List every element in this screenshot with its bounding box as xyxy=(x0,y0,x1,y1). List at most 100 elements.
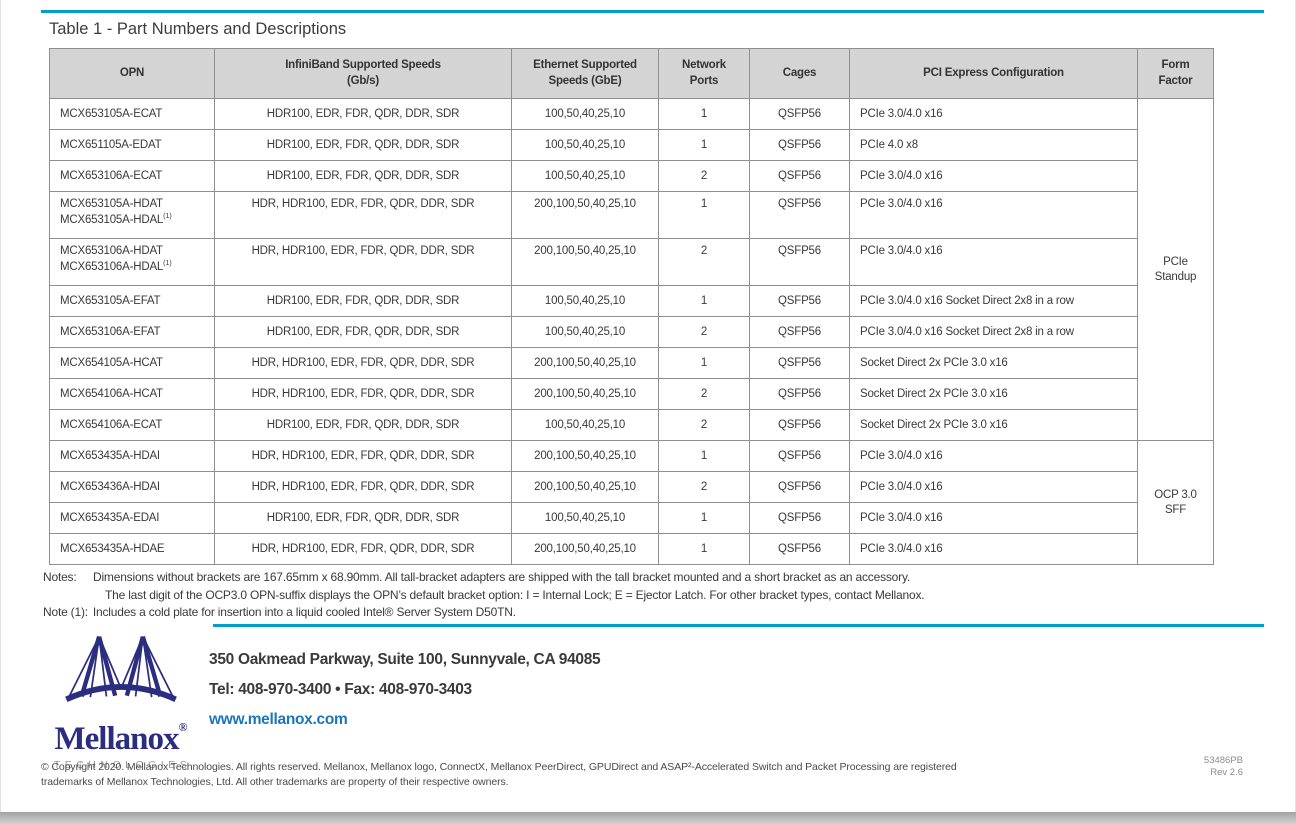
ib-speeds-cell: HDR, HDR100, EDR, FDR, QDR, DDR, SDR xyxy=(214,347,512,379)
ib-speeds-cell: HDR100, EDR, FDR, QDR, DDR, SDR xyxy=(214,129,512,161)
column-header-1: InfiniBand Supported Speeds (Gb/s) xyxy=(214,48,512,99)
part-numbers-table: OPN InfiniBand Supported Speeds (Gb/s) Eth… xyxy=(49,48,1214,565)
table-row: MCX653105A-HDAT MCX653105A-HDAL(1) HDR, HD… xyxy=(49,191,1214,239)
page-title: Table 1 - Part Numbers and Descriptions xyxy=(49,20,347,38)
eth-speeds-cell: 100,50,40,25,10 xyxy=(511,129,659,161)
pci-config-cell: PCIe 3.0/4.0 x16 xyxy=(849,191,1138,239)
form-factor-cell: PCIe Standup xyxy=(1137,98,1214,441)
mellanox-logo: Mellanox® TECHNOLOGIES xyxy=(45,633,197,771)
document-number-block: 53486PB Rev 2.6 xyxy=(1204,755,1243,779)
note-text-1: Dimensions without brackets are 167.65mm… xyxy=(93,570,910,584)
bottom-bar xyxy=(0,812,1296,824)
column-header-4: Cages xyxy=(749,48,850,99)
pci-config-cell: Socket Direct 2x PCIe 3.0 x16 xyxy=(849,378,1138,410)
cages-cell: QSFP56 xyxy=(749,347,850,379)
revision: Rev 2.6 xyxy=(1210,767,1243,778)
website-link[interactable]: www.mellanox.com xyxy=(209,711,348,728)
cages-cell: QSFP56 xyxy=(749,378,850,410)
network-ports-cell: 1 xyxy=(658,191,750,239)
table-header: OPN InfiniBand Supported Speeds (Gb/s) Eth… xyxy=(49,48,1214,99)
eth-speeds-cell: 200,100,50,40,25,10 xyxy=(511,191,659,239)
ib-speeds-cell: HDR, HDR100, EDR, FDR, QDR, DDR, SDR xyxy=(214,533,512,565)
network-ports-cell: 1 xyxy=(658,285,750,317)
table-row: MCX653106A-ECAT HDR100, EDR, FDR, QDR, DD… xyxy=(49,160,1214,192)
footer-accent-rule xyxy=(213,624,1264,627)
eth-speeds-cell: 100,50,40,25,10 xyxy=(511,285,659,317)
network-ports-cell: 1 xyxy=(658,440,750,472)
eth-speeds-cell: 200,100,50,40,25,10 xyxy=(511,238,659,286)
opn-cell: MCX653106A-EFAT xyxy=(49,316,215,348)
note-text-3: Includes a cold plate for insertion into… xyxy=(92,605,516,619)
network-ports-cell: 2 xyxy=(658,409,750,441)
tel-fax-line: Tel: 408-970-3400 • Fax: 408-970-3403 xyxy=(209,681,472,698)
eth-speeds-cell: 200,100,50,40,25,10 xyxy=(511,378,659,410)
note-line-2: The last digit of the OCP3.0 OPN-suffix … xyxy=(105,587,925,602)
footnote-ref: (1) xyxy=(163,212,172,220)
cages-cell: QSFP56 xyxy=(749,471,850,503)
notes-label: Notes: xyxy=(43,570,77,584)
pci-config-cell: PCIe 3.0/4.0 x16 xyxy=(849,160,1138,192)
network-ports-cell: 2 xyxy=(658,160,750,192)
table-row: MCX654105A-HCAT HDR, HDR100, EDR, FDR, QD… xyxy=(49,347,1214,379)
network-ports-cell: 2 xyxy=(658,471,750,503)
contact-block: 350 Oakmead Parkway, Suite 100, Sunnyval… xyxy=(209,645,601,735)
table-row: MCX653435A-HDAE HDR, HDR100, EDR, FDR, QD… xyxy=(49,533,1214,565)
table-row: MCX653106A-EFAT HDR100, EDR, FDR, QDR, DD… xyxy=(49,316,1214,348)
pci-config-cell: PCIe 3.0/4.0 x16 Socket Direct 2x8 in a … xyxy=(849,316,1138,348)
pci-config-cell: PCIe 3.0/4.0 x16 xyxy=(849,98,1138,130)
eth-speeds-cell: 100,50,40,25,10 xyxy=(511,316,659,348)
opn-cell: MCX653105A-EFAT xyxy=(49,285,215,317)
pci-config-cell: PCIe 3.0/4.0 x16 xyxy=(849,471,1138,503)
notes: Notes: Dimensions without brackets are 16… xyxy=(43,569,1263,622)
column-header-5: PCI Express Configuration xyxy=(849,48,1138,99)
pci-config-cell: PCIe 3.0/4.0 x16 Socket Direct 2x8 in a … xyxy=(849,285,1138,317)
eth-speeds-cell: 200,100,50,40,25,10 xyxy=(511,347,659,379)
eth-speeds-cell: 200,100,50,40,25,10 xyxy=(511,440,659,472)
note-line-3: Note (1): Includes a cold plate for inser… xyxy=(43,604,1263,622)
table-row: MCX653105A-ECAT HDR100, EDR, FDR, QDR, DD… xyxy=(49,98,1214,441)
pci-config-cell: PCIe 3.0/4.0 x16 xyxy=(849,502,1138,534)
eth-speeds-cell: 100,50,40,25,10 xyxy=(511,502,659,534)
ib-speeds-cell: HDR100, EDR, FDR, QDR, DDR, SDR xyxy=(214,502,512,534)
cages-cell: QSFP56 xyxy=(749,238,850,286)
ib-speeds-cell: HDR, HDR100, EDR, FDR, QDR, DDR, SDR xyxy=(214,471,512,503)
eth-speeds-cell: 100,50,40,25,10 xyxy=(511,98,659,130)
ib-speeds-cell: HDR100, EDR, FDR, QDR, DDR, SDR xyxy=(214,409,512,441)
network-ports-cell: 1 xyxy=(658,98,750,130)
opn-cell: MCX653436A-HDAI xyxy=(49,471,215,503)
pci-config-cell: PCIe 4.0 x8 xyxy=(849,129,1138,161)
network-ports-cell: 2 xyxy=(658,316,750,348)
note-line-1: Notes: Dimensions without brackets are 16… xyxy=(43,569,1263,587)
eth-speeds-cell: 200,100,50,40,25,10 xyxy=(511,533,659,565)
pci-config-cell: PCIe 3.0/4.0 x16 xyxy=(849,533,1138,565)
cages-cell: QSFP56 xyxy=(749,98,850,130)
pci-config-cell: Socket Direct 2x PCIe 3.0 x16 xyxy=(849,409,1138,441)
cages-cell: QSFP56 xyxy=(749,533,850,565)
eth-speeds-cell: 200,100,50,40,25,10 xyxy=(511,471,659,503)
copyright-text: © Copyright 2020. Mellanox Technologies.… xyxy=(41,761,957,788)
opn-cell: MCX653105A-ECAT xyxy=(49,98,215,130)
mellanox-bridge-icon xyxy=(65,636,177,703)
opn-cell: MCX653105A-HDAT MCX653105A-HDAL(1) xyxy=(49,191,215,239)
table-row: MCX654106A-HCAT HDR, HDR100, EDR, FDR, QD… xyxy=(49,378,1214,410)
note1-label: Note (1): xyxy=(43,605,88,619)
network-ports-cell: 1 xyxy=(658,129,750,161)
opn-cell: MCX653106A-HDAT MCX653106A-HDAL(1) xyxy=(49,238,215,286)
opn-cell: MCX653435A-HDAE xyxy=(49,533,215,565)
network-ports-cell: 1 xyxy=(658,533,750,565)
ib-speeds-cell: HDR100, EDR, FDR, QDR, DDR, SDR xyxy=(214,285,512,317)
form-factor-cell: OCP 3.0 SFF xyxy=(1137,440,1214,565)
table-row: MCX653106A-HDAT MCX653106A-HDAL(1) HDR, HD… xyxy=(49,238,1214,286)
cages-cell: QSFP56 xyxy=(749,502,850,534)
eth-speeds-cell: 100,50,40,25,10 xyxy=(511,160,659,192)
cages-cell: QSFP56 xyxy=(749,440,850,472)
footnote-ref: (1) xyxy=(163,259,172,267)
table-row: MCX653435A-EDAI HDR100, EDR, FDR, QDR, DD… xyxy=(49,502,1214,534)
table-row: MCX653435A-HDAI HDR, HDR100, EDR, FDR, QD… xyxy=(49,440,1214,565)
column-header-2: Ethernet Supported Speeds (GbE) xyxy=(511,48,659,99)
ib-speeds-cell: HDR, HDR100, EDR, FDR, QDR, DDR, SDR xyxy=(214,191,512,239)
top-accent-rule xyxy=(41,10,1264,13)
eth-speeds-cell: 100,50,40,25,10 xyxy=(511,409,659,441)
address-line: 350 Oakmead Parkway, Suite 100, Sunnyval… xyxy=(209,651,601,668)
opn-cell: MCX654106A-ECAT xyxy=(49,409,215,441)
